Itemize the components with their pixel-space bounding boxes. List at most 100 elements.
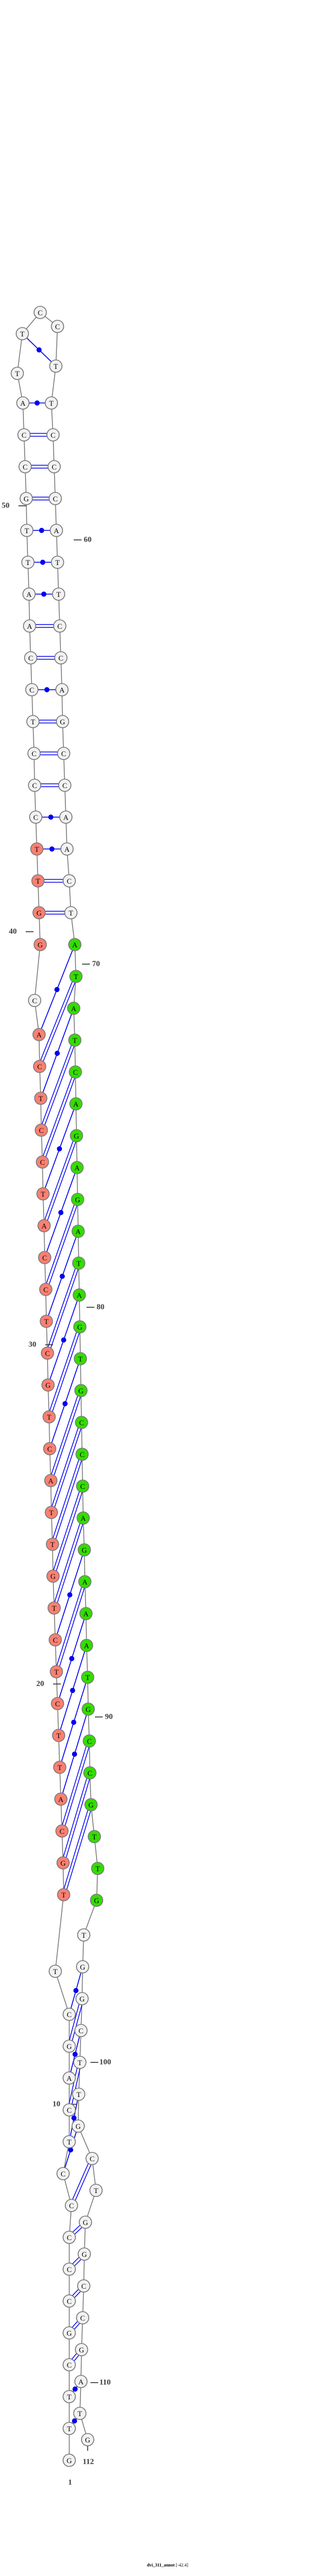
nucleotide-circle[interactable] bbox=[76, 2311, 89, 2324]
nucleotide-circle[interactable] bbox=[79, 1607, 93, 1620]
nucleotide-circle[interactable] bbox=[52, 1729, 65, 1742]
nucleotide-circle[interactable] bbox=[51, 1697, 64, 1710]
nucleotide-circle[interactable] bbox=[41, 1346, 54, 1360]
nucleotide-circle[interactable] bbox=[54, 1792, 68, 1806]
nucleotide-A[interactable]: A bbox=[44, 1474, 58, 1487]
nucleotide-G[interactable]: G bbox=[70, 1129, 83, 1142]
nucleotide-circle[interactable] bbox=[63, 2103, 76, 2117]
nucleotide-T[interactable]: T bbox=[49, 1965, 62, 1978]
nucleotide-circle[interactable] bbox=[42, 1410, 56, 1424]
nucleotide-T[interactable]: T bbox=[11, 367, 24, 380]
nucleotide-G[interactable]: G bbox=[41, 1378, 55, 1392]
nucleotide-T[interactable]: T bbox=[63, 2135, 76, 2148]
nucleotide-circle[interactable] bbox=[59, 810, 73, 824]
nucleotide-circle[interactable] bbox=[83, 1734, 96, 1748]
nucleotide-G[interactable]: G bbox=[74, 1384, 88, 1397]
nucleotide-C[interactable]: C bbox=[65, 2199, 78, 2212]
nucleotide-circle[interactable] bbox=[75, 1992, 89, 2005]
nucleotide-C[interactable]: C bbox=[83, 1766, 97, 1780]
nucleotide-C[interactable]: C bbox=[24, 651, 37, 665]
nucleotide-T[interactable]: T bbox=[81, 1671, 94, 1684]
nucleotide-circle[interactable] bbox=[47, 460, 61, 473]
nucleotide-circle[interactable] bbox=[80, 1639, 93, 1652]
nucleotide-circle[interactable] bbox=[20, 492, 33, 505]
nucleotide-circle[interactable] bbox=[35, 1123, 48, 1137]
nucleotide-circle[interactable] bbox=[74, 2024, 88, 2037]
nucleotide-circle[interactable] bbox=[71, 2119, 85, 2133]
nucleotide-C[interactable]: C bbox=[63, 874, 76, 888]
nucleotide-circle[interactable] bbox=[46, 1538, 59, 1551]
nucleotide-C[interactable]: C bbox=[55, 1824, 69, 1838]
nucleotide-T[interactable]: T bbox=[72, 1256, 85, 1270]
nucleotide-circle[interactable] bbox=[68, 938, 82, 951]
nucleotide-circle[interactable] bbox=[51, 556, 64, 569]
nucleotide-C[interactable]: C bbox=[75, 1416, 88, 1429]
nucleotide-C[interactable]: C bbox=[51, 320, 64, 333]
nucleotide-circle[interactable] bbox=[75, 1448, 89, 1461]
nucleotide-circle[interactable] bbox=[55, 683, 69, 696]
nucleotide-C[interactable]: C bbox=[58, 779, 71, 792]
nucleotide-C[interactable]: C bbox=[85, 2152, 99, 2165]
nucleotide-T[interactable]: T bbox=[91, 1862, 104, 1875]
nucleotide-circle[interactable] bbox=[63, 2262, 76, 2276]
nucleotide-G[interactable]: G bbox=[34, 938, 47, 951]
nucleotide-C[interactable]: C bbox=[41, 1346, 54, 1360]
nucleotide-circle[interactable] bbox=[73, 2407, 87, 2420]
nucleotide-circle[interactable] bbox=[37, 1219, 51, 1232]
nucleotide-A[interactable]: A bbox=[54, 1792, 68, 1806]
nucleotide-C[interactable]: C bbox=[39, 1283, 52, 1296]
nucleotide-circle[interactable] bbox=[89, 2184, 103, 2197]
nucleotide-G[interactable]: G bbox=[20, 492, 33, 505]
nucleotide-circle[interactable] bbox=[30, 842, 44, 856]
nucleotide-circle[interactable] bbox=[78, 1575, 92, 1588]
nucleotide-A[interactable]: A bbox=[63, 2071, 76, 2085]
nucleotide-circle[interactable] bbox=[53, 619, 66, 633]
nucleotide-C[interactable]: C bbox=[28, 779, 41, 792]
nucleotide-G[interactable]: G bbox=[71, 2119, 85, 2133]
nucleotide-C[interactable]: C bbox=[57, 747, 70, 760]
nucleotide-circle[interactable] bbox=[36, 1187, 50, 1201]
nucleotide-T[interactable]: T bbox=[42, 1410, 56, 1424]
nucleotide-circle[interactable] bbox=[41, 1378, 55, 1392]
nucleotide-circle[interactable] bbox=[71, 1225, 85, 1238]
nucleotide-G[interactable]: G bbox=[71, 1193, 84, 1206]
nucleotide-circle[interactable] bbox=[23, 619, 36, 633]
nucleotide-C[interactable]: C bbox=[18, 460, 32, 473]
nucleotide-G[interactable]: G bbox=[63, 2326, 76, 2340]
nucleotide-C[interactable]: C bbox=[63, 2231, 76, 2244]
nucleotide-circle[interactable] bbox=[91, 1862, 104, 1875]
nucleotide-circle[interactable] bbox=[49, 359, 63, 373]
nucleotide-C[interactable]: C bbox=[77, 2279, 90, 2293]
nucleotide-circle[interactable] bbox=[51, 320, 64, 333]
nucleotide-circle[interactable] bbox=[25, 683, 39, 696]
nucleotide-T[interactable]: T bbox=[57, 1888, 70, 1901]
nucleotide-A[interactable]: A bbox=[23, 619, 36, 633]
nucleotide-T[interactable]: T bbox=[72, 2088, 85, 2101]
nucleotide-circle[interactable] bbox=[46, 1569, 60, 1583]
nucleotide-A[interactable]: A bbox=[50, 524, 63, 537]
nucleotide-C[interactable]: C bbox=[76, 2311, 89, 2324]
nucleotide-circle[interactable] bbox=[57, 1888, 70, 1901]
nucleotide-circle[interactable] bbox=[73, 1320, 87, 1334]
nucleotide-circle[interactable] bbox=[63, 2326, 76, 2340]
nucleotide-circle[interactable] bbox=[83, 1766, 97, 1780]
nucleotide-circle[interactable] bbox=[11, 367, 24, 380]
nucleotide-C[interactable]: C bbox=[76, 1479, 89, 1493]
nucleotide-circle[interactable] bbox=[47, 1601, 61, 1615]
nucleotide-G[interactable]: G bbox=[81, 2433, 94, 2446]
nucleotide-T[interactable]: T bbox=[77, 1928, 90, 1942]
nucleotide-circle[interactable] bbox=[56, 715, 69, 728]
nucleotide-circle[interactable] bbox=[72, 2088, 85, 2101]
nucleotide-circle[interactable] bbox=[77, 2279, 90, 2293]
nucleotide-circle[interactable] bbox=[63, 2294, 76, 2308]
nucleotide-T[interactable]: T bbox=[45, 396, 58, 410]
nucleotide-circle[interactable] bbox=[70, 1161, 84, 1174]
nucleotide-circle[interactable] bbox=[67, 1002, 80, 1015]
nucleotide-circle[interactable] bbox=[63, 2071, 76, 2085]
nucleotide-T[interactable]: T bbox=[34, 1092, 47, 1105]
nucleotide-T[interactable]: T bbox=[46, 1538, 59, 1551]
nucleotide-circle[interactable] bbox=[33, 1060, 46, 1073]
nucleotide-circle[interactable] bbox=[74, 2375, 88, 2388]
nucleotide-circle[interactable] bbox=[28, 779, 41, 792]
nucleotide-G[interactable]: G bbox=[32, 906, 46, 919]
